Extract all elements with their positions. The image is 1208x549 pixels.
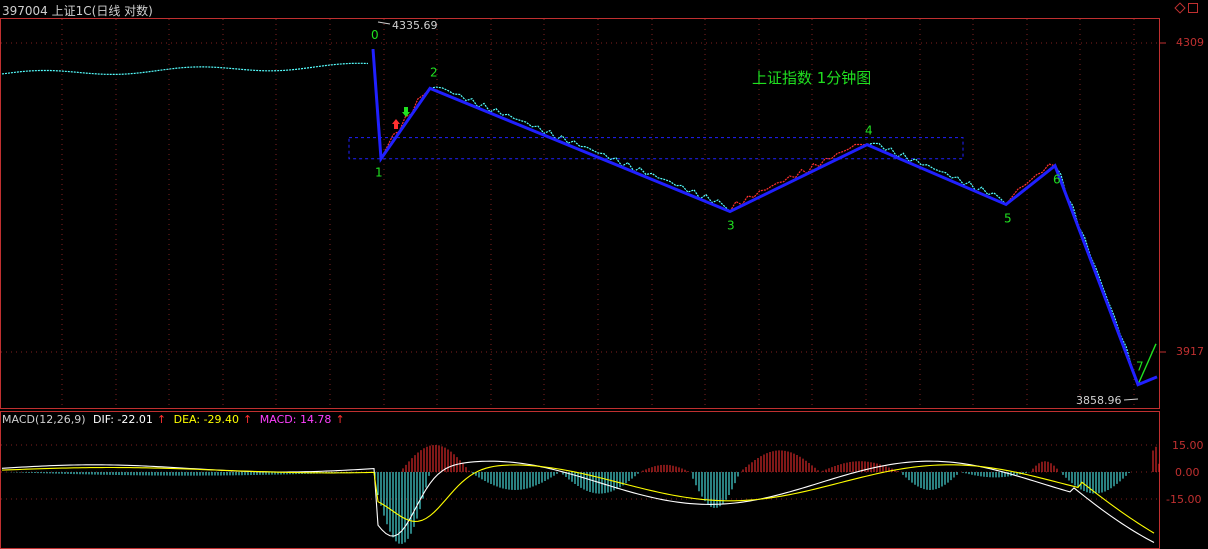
low-pointer	[1123, 398, 1139, 401]
wave-point-label: 6	[1053, 173, 1061, 187]
price-segment	[729, 143, 868, 212]
consolidation-zone	[348, 137, 964, 160]
price-panel-frame	[0, 18, 1160, 409]
price-tick-low: 3917	[1176, 345, 1204, 358]
macd-series	[1, 445, 1160, 544]
grid	[1, 19, 1166, 500]
wave-lines: 0 1 2 3 4 5 6 7	[371, 21, 1158, 401]
price-tick-high: 4309	[1176, 36, 1204, 49]
macd-panel-frame	[0, 411, 1160, 549]
chart-annotation: 上证指数 1分钟图	[752, 69, 871, 87]
dea-line	[1, 464, 1155, 534]
macd-tick-zero: 0.00	[1175, 466, 1200, 479]
wave-point-label: 7	[1136, 360, 1144, 374]
price-segment	[1005, 163, 1056, 205]
security-code: 397004	[2, 4, 48, 18]
chart-mode: (日线 对数)	[91, 4, 153, 18]
dif-value: DIF: -22.01	[93, 413, 153, 426]
dif-arrow-icon: ↑	[156, 413, 167, 426]
wave-point-label: 5	[1004, 211, 1012, 225]
price-tail	[1137, 343, 1157, 385]
wave-point-label: 2	[430, 65, 438, 79]
macd-tick-pos: 15.00	[1172, 439, 1204, 452]
security-name: 上证1C	[51, 4, 92, 18]
elliott-wave-line	[371, 49, 1158, 387]
wave-point-label: 4	[865, 124, 873, 138]
dea-value: DEA: -29.40	[173, 413, 240, 426]
macd-tick-neg: -15.00	[1166, 493, 1201, 506]
price-segment	[380, 87, 431, 159]
wave-point-label: 0	[371, 28, 379, 42]
low-price-label: 3858.96	[1076, 394, 1122, 407]
wave-point-label: 1	[375, 166, 383, 180]
price-segment	[866, 142, 1007, 205]
buy-signal-icon	[392, 119, 400, 129]
wave-point-label: 3	[727, 218, 735, 232]
chart-header: 397004 上证1C(日线 对数)	[2, 2, 153, 19]
macd-title: MACD(12,26,9)	[2, 413, 86, 426]
high-price-label: 4335.69	[392, 19, 438, 32]
restore-icon[interactable]	[1174, 2, 1186, 14]
dea-arrow-icon: ↑	[243, 413, 253, 426]
macd-header: MACD(12,26,9) DIF: -22.01 ↑ DEA: -29.40 ↑ …	[2, 413, 349, 426]
price-segment	[429, 86, 731, 212]
price-series	[1, 49, 1157, 385]
window-controls	[1174, 2, 1198, 14]
sell-signal-icon	[402, 107, 410, 117]
macd-arrow-icon: ↑	[335, 413, 345, 426]
price-history-line	[1, 62, 369, 75]
maximize-icon[interactable]	[1188, 3, 1198, 13]
macd-value: MACD: 14.78	[259, 413, 332, 426]
high-pointer	[377, 21, 391, 25]
